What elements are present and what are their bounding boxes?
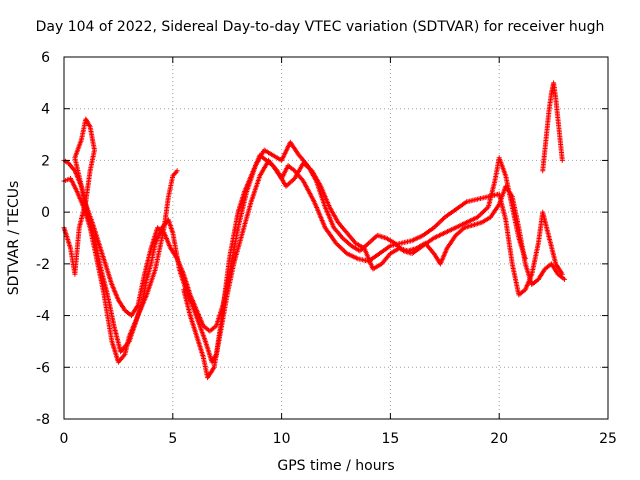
y-tick-label: -4 <box>36 309 50 325</box>
y-tick-label: -6 <box>36 360 50 376</box>
axis-ticks: 0 5 10 15 20 25 -8 -6 -4 -2 0 2 4 6 <box>36 50 617 447</box>
y-tick-label: 4 <box>41 102 50 118</box>
y-tick-label: -8 <box>36 412 50 428</box>
x-axis-label: GPS time / hours <box>277 458 394 474</box>
x-tick-label: 25 <box>599 431 617 447</box>
series-markers <box>181 157 567 381</box>
x-tick-label: 5 <box>168 431 177 447</box>
x-tick-label: 15 <box>381 431 399 447</box>
y-tick-label: -2 <box>36 257 50 273</box>
series-markers <box>61 116 180 355</box>
y-axis-label: SDTVAR / TECUs <box>6 181 22 296</box>
y-tick-label: 0 <box>41 205 50 221</box>
series-markers <box>61 152 565 365</box>
y-tick-label: 2 <box>41 153 50 169</box>
series-trace-e <box>540 80 565 174</box>
series-trace-a <box>61 152 565 365</box>
x-tick-label: 20 <box>490 431 508 447</box>
series-markers <box>540 80 565 174</box>
series-trace-c <box>61 116 180 355</box>
data-series <box>61 80 567 381</box>
series-trace-d <box>181 157 567 381</box>
plot-frame <box>63 56 609 420</box>
chart-title: Day 104 of 2022, Sidereal Day-to-day VTE… <box>36 19 605 35</box>
grid-lines <box>64 57 608 419</box>
y-tick-label: 6 <box>41 50 50 66</box>
x-tick-label: 0 <box>60 431 69 447</box>
x-tick-label: 10 <box>273 431 291 447</box>
